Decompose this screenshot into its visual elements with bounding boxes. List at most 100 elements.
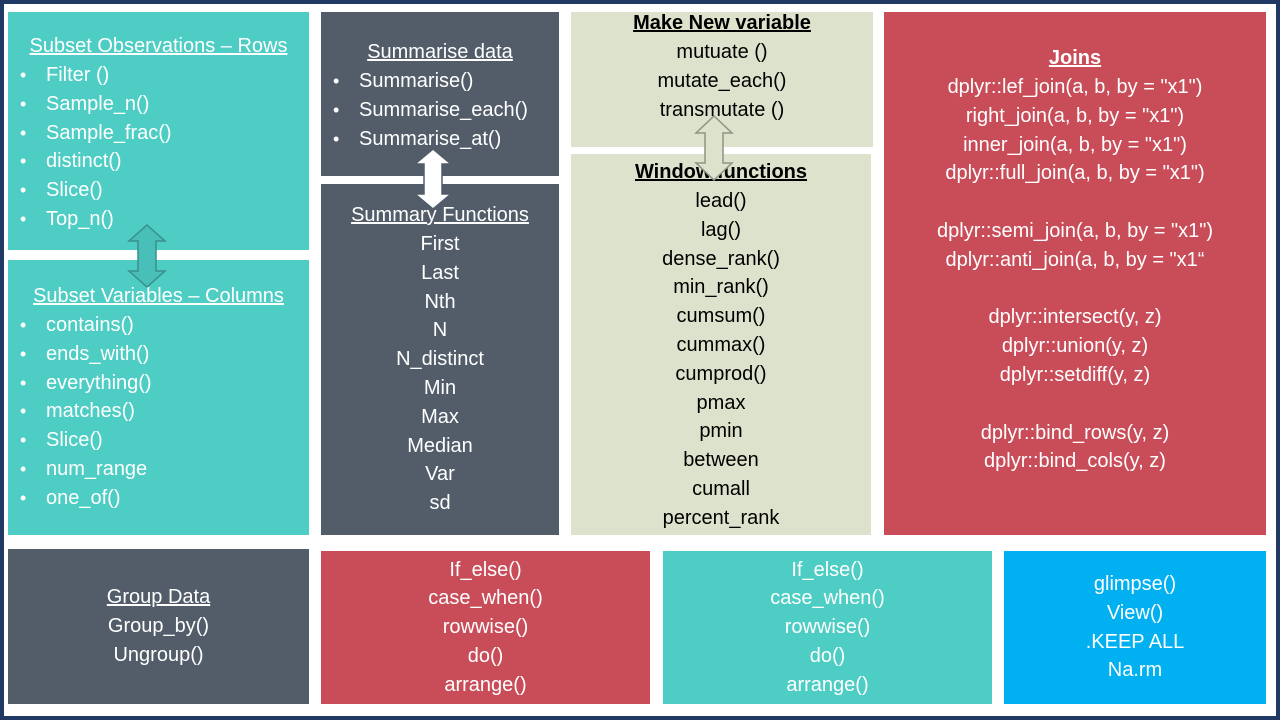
- list-item: If_else(): [449, 558, 522, 581]
- list-item: mutuate (): [676, 41, 768, 63]
- subset-rows-list: Filter () Sample_n() Sample_frac() disti…: [8, 61, 309, 234]
- subset-cols-list: contains() ends_with() everything() matc…: [8, 311, 309, 513]
- list-item: inner_join(a, b, by = "x1"): [963, 133, 1187, 156]
- conditional-teal-box: If_else() case_when() rowwise() do() arr…: [663, 551, 992, 704]
- list-item: Var: [425, 463, 455, 486]
- subset-rows-box: Subset Observations – Rows Filter () Sam…: [8, 12, 309, 250]
- double-arrow-icon: [694, 115, 734, 181]
- list-item: cumsum(): [676, 305, 766, 328]
- list-item: mutate_each(): [657, 69, 787, 92]
- list-item: Sample_n(): [8, 90, 309, 119]
- list-item: dplyr::semi_join(a, b, by = "x1"): [937, 219, 1213, 242]
- list-item: everything(): [8, 369, 309, 398]
- misc-box: glimpse() View() .KEEP ALL Na.rm: [1004, 551, 1266, 704]
- list-item: Summarise_at(): [321, 125, 559, 154]
- list-item: lag(): [700, 218, 741, 241]
- list-item: Nth: [424, 290, 456, 313]
- list-item: lead(): [695, 190, 747, 212]
- list-item: N_distinct: [396, 348, 484, 371]
- list-item: rowwise(): [784, 616, 871, 639]
- list-item: contains(): [8, 311, 309, 340]
- subset-cols-title: Subset Variables – Columns: [33, 285, 284, 307]
- list-item: Max: [421, 405, 459, 428]
- joins-box: Joins dplyr::lef_join(a, b, by = "x1") r…: [884, 12, 1266, 535]
- conditional-red-box: If_else() case_when() rowwise() do() arr…: [321, 551, 650, 704]
- list-item: If_else(): [791, 558, 864, 581]
- list-item: arrange(): [444, 673, 527, 696]
- list-item: cummax(): [676, 333, 766, 356]
- list-item: matches(): [8, 397, 309, 426]
- joins-title: Joins: [1048, 47, 1102, 69]
- list-item: case_when(): [428, 587, 543, 610]
- summary-functions-title: Summary Functions: [351, 204, 529, 226]
- list-item: Last: [421, 261, 459, 284]
- list-item: dense_rank(): [662, 247, 780, 270]
- list-item: Slice(): [8, 426, 309, 455]
- window-functions-box: Window functions lead() lag() dense_rank…: [571, 154, 871, 535]
- list-item: percent_rank: [662, 506, 780, 529]
- list-item: glimpse(): [1093, 572, 1177, 595]
- group-data-box: Group Data Group_by() Ungroup(): [8, 549, 309, 704]
- list-item: num_range: [8, 455, 309, 484]
- subset-cols-box: Subset Variables – Columns contains() en…: [8, 260, 309, 535]
- list-item: right_join(a, b, by = "x1"): [965, 104, 1185, 127]
- spacer: [884, 390, 1266, 419]
- conditional-red-list: If_else() case_when() rowwise() do() arr…: [321, 556, 650, 700]
- list-item: dplyr::lef_join(a, b, by = "x1"): [947, 76, 1203, 98]
- list-item: ends_with(): [8, 340, 309, 369]
- list-item: dplyr::intersect(y, z): [988, 306, 1162, 329]
- list-item: cumprod(): [675, 362, 767, 385]
- list-item: Group_by(): [107, 615, 210, 638]
- list-item: Ungroup(): [113, 644, 204, 666]
- make-new-variable-title: Make New variable: [633, 12, 811, 34]
- list-item: pmax: [696, 391, 746, 414]
- subset-rows-title: Subset Observations – Rows: [29, 35, 288, 57]
- list-item: Sample_frac(): [8, 119, 309, 148]
- list-item: Slice(): [8, 176, 309, 205]
- list-item: do(): [467, 644, 504, 667]
- list-item: First: [420, 233, 460, 255]
- spacer: [884, 188, 1266, 217]
- list-item: View(): [1106, 601, 1164, 624]
- summary-functions-box: Summary Functions First Last Nth N N_dis…: [321, 184, 559, 535]
- list-item: dplyr::anti_join(a, b, by = "x1“: [945, 248, 1205, 271]
- misc-list: glimpse() View() .KEEP ALL Na.rm: [1004, 570, 1266, 685]
- list-item: rowwise(): [442, 616, 529, 639]
- list-item: one_of(): [8, 484, 309, 513]
- list-item: transmutate (): [659, 98, 785, 121]
- list-item: Filter (): [8, 61, 309, 90]
- list-item: pmin: [699, 420, 743, 443]
- list-item: do(): [809, 644, 846, 667]
- make-new-variable-box: Make New variable mutuate () mutate_each…: [571, 12, 873, 147]
- list-item: min_rank(): [673, 276, 769, 299]
- list-item: Na.rm: [1107, 659, 1163, 682]
- list-item: case_when(): [770, 587, 885, 610]
- list-item: sd: [429, 492, 451, 515]
- group-data-list: Group_by() Ungroup(): [108, 612, 209, 670]
- double-arrow-icon: [413, 148, 453, 210]
- double-arrow-icon: [127, 224, 167, 288]
- list-item: Summarise(): [321, 67, 559, 96]
- list-item: cumall: [692, 477, 750, 500]
- list-item: N: [432, 319, 448, 342]
- spacer: [884, 275, 1266, 304]
- list-item: arrange(): [786, 673, 869, 696]
- list-item: Median: [407, 434, 473, 457]
- list-item: dplyr::bind_cols(y, z): [984, 450, 1166, 473]
- list-item: Min: [423, 376, 457, 399]
- group-data-title: Group Data: [106, 586, 211, 609]
- list-item: dplyr::setdiff(y, z): [999, 363, 1151, 386]
- list-item: dplyr::bind_rows(y, z): [980, 421, 1170, 444]
- summarise-title: Summarise data: [367, 41, 513, 63]
- list-item: dplyr::full_join(a, b, by = "x1"): [945, 162, 1205, 185]
- list-item: .KEEP ALL: [1085, 630, 1185, 653]
- window-functions-list: lead() lag() dense_rank() min_rank() cum…: [571, 187, 871, 533]
- summary-functions-list: First Last Nth N N_distinct Min Max Medi…: [321, 230, 559, 518]
- joins-list: dplyr::lef_join(a, b, by = "x1") right_j…: [884, 73, 1266, 476]
- list-item: dplyr::union(y, z): [1001, 335, 1149, 358]
- list-item: between: [683, 449, 759, 472]
- summarise-box: Summarise data Summarise() Summarise_eac…: [321, 12, 559, 176]
- list-item: Summarise_each(): [321, 96, 559, 125]
- make-new-variable-list: mutuate () mutate_each() transmutate (): [571, 38, 873, 124]
- summarise-list: Summarise() Summarise_each() Summarise_a…: [321, 67, 559, 153]
